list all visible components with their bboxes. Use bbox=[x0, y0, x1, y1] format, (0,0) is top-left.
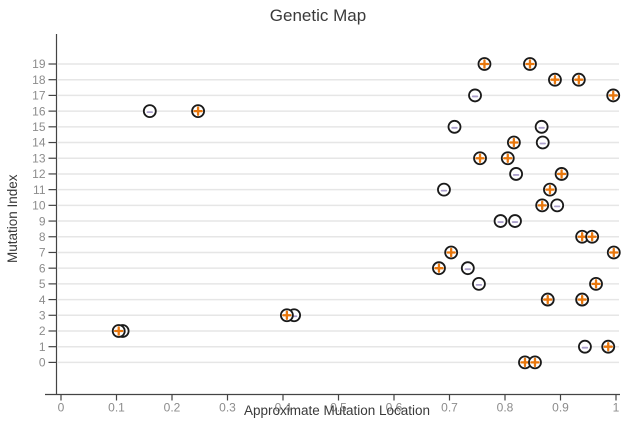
y-tick-label: 12 bbox=[32, 167, 46, 181]
y-tick-label: 16 bbox=[32, 104, 46, 118]
y-tick-label: 14 bbox=[32, 136, 46, 150]
x-tick-label: 0.5 bbox=[330, 401, 347, 415]
y-tick-label: 3 bbox=[39, 308, 46, 322]
x-tick-label: 0.3 bbox=[219, 401, 236, 415]
y-tick-label: 13 bbox=[32, 151, 46, 165]
data-point-minus-marker bbox=[508, 214, 522, 228]
data-point-minus-marker bbox=[578, 339, 592, 354]
x-tick-label: 1 bbox=[613, 401, 620, 415]
y-tick-label: 17 bbox=[32, 89, 46, 103]
x-tick-label: 0.9 bbox=[552, 401, 569, 415]
data-point-minus-marker bbox=[437, 182, 451, 197]
data-point-minus-marker bbox=[550, 198, 565, 213]
data-point-minus-marker bbox=[509, 167, 523, 181]
x-tick-label: 0.4 bbox=[275, 401, 292, 415]
y-tick-label: 10 bbox=[32, 199, 46, 213]
data-point-minus-marker bbox=[472, 276, 486, 291]
x-tick-label: 0.8 bbox=[497, 401, 514, 415]
data-point-minus-marker bbox=[142, 104, 157, 119]
y-tick-label: 7 bbox=[39, 246, 46, 260]
y-tick-label: 15 bbox=[32, 120, 46, 134]
y-tick-label: 11 bbox=[33, 183, 46, 197]
data-point-minus-marker bbox=[460, 261, 475, 276]
x-axis-label: Approximate Mutation Location bbox=[243, 403, 431, 418]
y-axis-label: Mutation Index bbox=[5, 174, 20, 264]
data-point-minus-marker bbox=[447, 119, 462, 134]
x-tick-label: 0.2 bbox=[164, 401, 181, 415]
x-tick-label: 0.1 bbox=[108, 401, 125, 415]
data-point-minus-marker bbox=[468, 88, 482, 103]
y-tick-label: 9 bbox=[39, 214, 46, 228]
y-tick-label: 1 bbox=[39, 340, 46, 354]
y-tick-label: 19 bbox=[32, 57, 46, 71]
y-tick-label: 18 bbox=[32, 73, 46, 87]
y-tick-label: 8 bbox=[39, 230, 46, 244]
data-point-minus-marker bbox=[535, 135, 550, 150]
x-tick-label: 0 bbox=[58, 401, 65, 415]
y-tick-label: 2 bbox=[39, 324, 46, 338]
y-tick-label: 0 bbox=[39, 356, 46, 370]
y-tick-label: 5 bbox=[39, 277, 46, 291]
data-point-minus-marker bbox=[534, 119, 549, 134]
y-tick-label: 4 bbox=[39, 293, 46, 307]
y-tick-label: 6 bbox=[39, 261, 46, 275]
x-tick-label: 0.7 bbox=[441, 401, 458, 415]
chart-title: Genetic Map bbox=[269, 6, 367, 25]
data-point-minus-marker bbox=[493, 214, 508, 228]
x-tick-label: 0.6 bbox=[386, 401, 403, 415]
